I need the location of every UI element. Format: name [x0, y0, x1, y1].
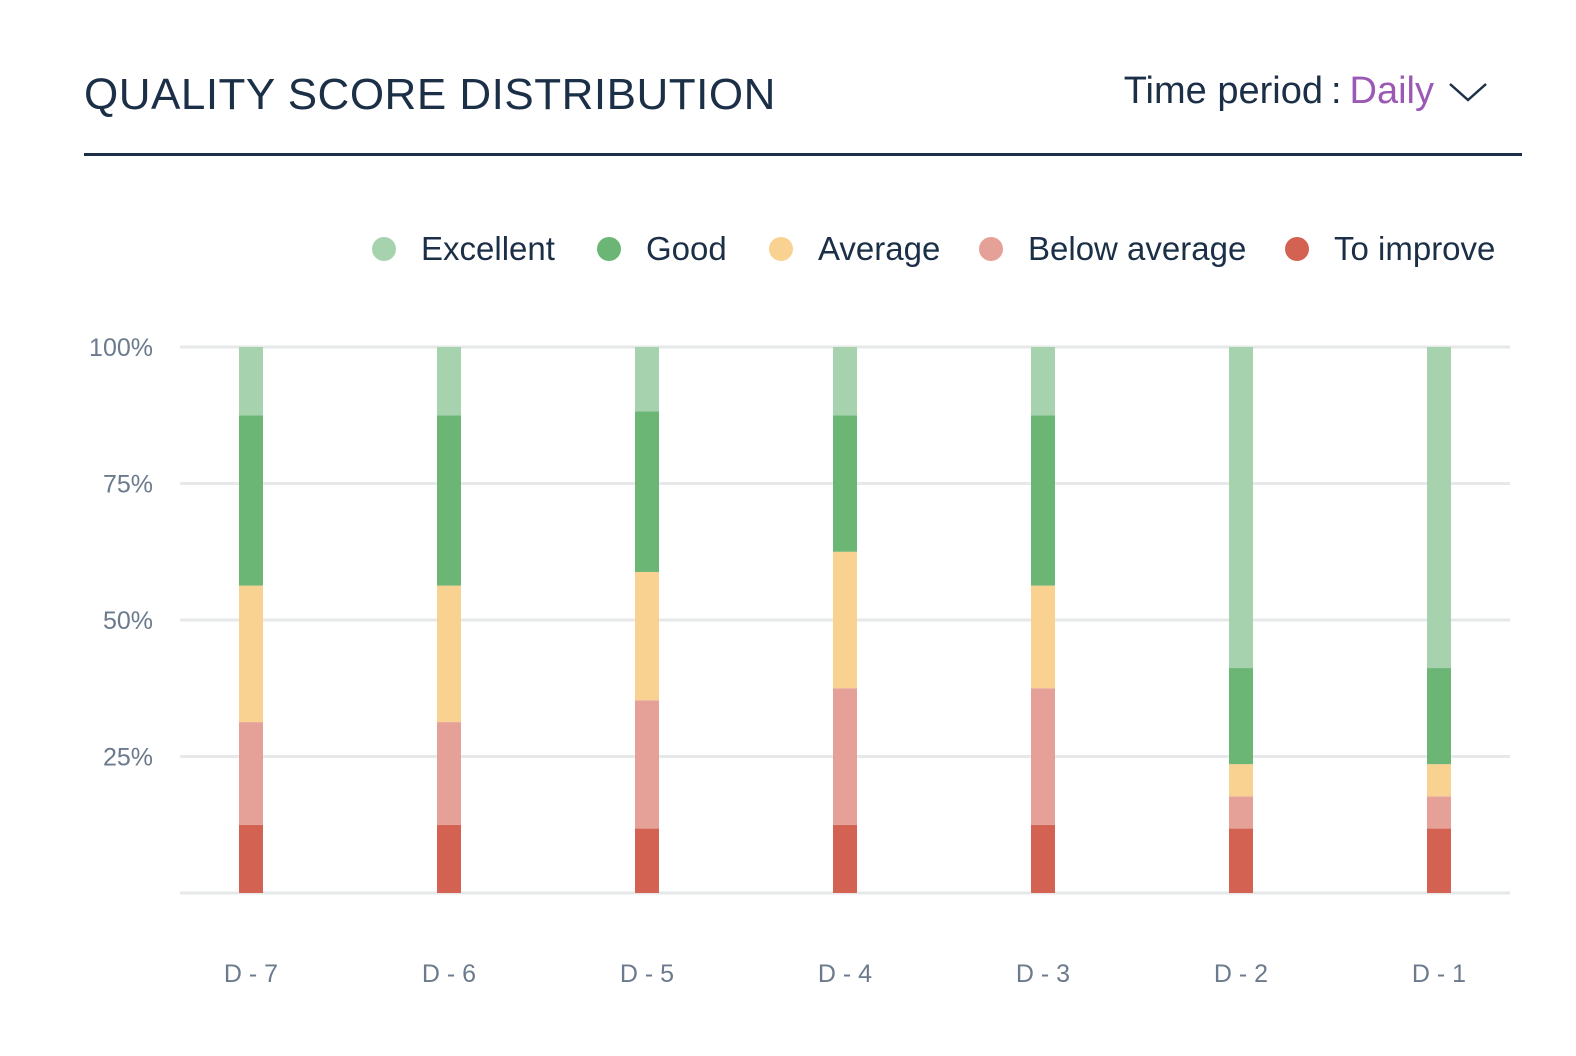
- bar-segment-good[interactable]: [635, 411, 659, 572]
- x-axis-ticks: D - 7 D - 6 D - 5 D - 4 D - 3 D - 2 D - 1: [224, 960, 1466, 988]
- bar-segment-good[interactable]: [833, 415, 857, 552]
- bar-segment-good[interactable]: [1031, 415, 1055, 586]
- legend-item[interactable]: Average: [769, 230, 940, 267]
- time-period-value[interactable]: Daily: [1349, 70, 1434, 112]
- bar-segment-to-improve[interactable]: [437, 824, 461, 893]
- y-tick-label: 75%: [103, 471, 153, 499]
- legend-item[interactable]: Below average: [979, 230, 1246, 267]
- y-axis-ticks: 25% 50% 75% 100%: [89, 334, 153, 772]
- bar-segment-to-improve[interactable]: [1427, 828, 1451, 893]
- legend-item[interactable]: Good: [597, 230, 727, 267]
- y-tick-label: 50%: [103, 607, 153, 635]
- legend-label: Average: [818, 230, 940, 267]
- bar-segment-to-improve[interactable]: [1031, 824, 1055, 893]
- legend-swatch: [372, 237, 396, 261]
- x-tick-label: D - 4: [818, 960, 872, 988]
- bar-stack[interactable]: [635, 347, 659, 893]
- bar-segment-average[interactable]: [239, 585, 263, 723]
- legend-item[interactable]: Excellent: [372, 230, 555, 267]
- bar-segment-excellent[interactable]: [635, 347, 659, 412]
- legend-label: To improve: [1334, 230, 1495, 267]
- bar-segment-excellent[interactable]: [437, 347, 461, 416]
- bar-stack[interactable]: [1229, 347, 1253, 893]
- x-tick-label: D - 2: [1214, 960, 1268, 988]
- bar-segment-excellent[interactable]: [1229, 347, 1253, 669]
- legend-item[interactable]: To improve: [1285, 230, 1495, 267]
- bar-segment-average[interactable]: [1031, 585, 1055, 689]
- bar-segment-excellent[interactable]: [239, 347, 263, 416]
- bar-segment-good[interactable]: [1229, 668, 1253, 765]
- bar-segment-good[interactable]: [1427, 668, 1451, 765]
- x-tick-label: D - 7: [224, 960, 278, 988]
- bar-stack[interactable]: [239, 347, 263, 893]
- time-period-label: Time period: [1123, 70, 1323, 112]
- bar-segment-below-average[interactable]: [239, 722, 263, 825]
- time-period-dropdown[interactable]: Time period : Daily: [1124, 70, 1488, 113]
- bar-segment-excellent[interactable]: [1427, 347, 1451, 669]
- bar-segment-below-average[interactable]: [635, 700, 659, 829]
- chart-bars: [239, 347, 1451, 893]
- time-period-separator: :: [1330, 70, 1342, 112]
- chart-header: QUALITY SCORE DISTRIBUTION Time period :…: [84, 60, 1522, 156]
- bar-stack[interactable]: [1427, 347, 1451, 893]
- chart-legend: Excellent Good Average Below average To impr…: [372, 230, 1495, 267]
- bar-segment-to-improve[interactable]: [635, 828, 659, 893]
- bar-segment-average[interactable]: [635, 571, 659, 701]
- bar-segment-average[interactable]: [833, 551, 857, 689]
- legend-swatch: [979, 237, 1003, 261]
- bar-segment-average[interactable]: [1229, 764, 1253, 797]
- bar-segment-to-improve[interactable]: [239, 824, 263, 893]
- x-tick-label: D - 6: [422, 960, 476, 988]
- bar-segment-below-average[interactable]: [1229, 796, 1253, 829]
- bar-stack[interactable]: [1031, 347, 1055, 893]
- bar-segment-below-average[interactable]: [833, 688, 857, 825]
- y-tick-label: 25%: [103, 744, 153, 772]
- bar-segment-below-average[interactable]: [1031, 688, 1055, 825]
- bar-segment-good[interactable]: [437, 415, 461, 586]
- y-tick-label: 100%: [89, 334, 153, 362]
- bar-segment-to-improve[interactable]: [1229, 828, 1253, 893]
- legend-swatch: [597, 237, 621, 261]
- x-tick-label: D - 5: [620, 960, 674, 988]
- legend-label: Good: [646, 230, 727, 267]
- chevron-down-icon[interactable]: [1448, 80, 1488, 104]
- bar-stack[interactable]: [833, 347, 857, 893]
- legend-swatch: [769, 237, 793, 261]
- bar-stack[interactable]: [437, 347, 461, 893]
- x-tick-label: D - 3: [1016, 960, 1070, 988]
- bar-segment-below-average[interactable]: [1427, 796, 1451, 829]
- bar-segment-excellent[interactable]: [833, 347, 857, 416]
- x-tick-label: D - 1: [1412, 960, 1466, 988]
- bar-segment-good[interactable]: [239, 415, 263, 586]
- legend-label: Below average: [1028, 230, 1246, 267]
- bar-segment-below-average[interactable]: [437, 722, 461, 825]
- bar-segment-average[interactable]: [437, 585, 461, 723]
- legend-label: Excellent: [421, 230, 555, 267]
- legend-swatch: [1285, 237, 1309, 261]
- bar-segment-to-improve[interactable]: [833, 824, 857, 893]
- bar-segment-average[interactable]: [1427, 764, 1451, 797]
- bar-segment-excellent[interactable]: [1031, 347, 1055, 416]
- page-title: QUALITY SCORE DISTRIBUTION: [84, 70, 776, 119]
